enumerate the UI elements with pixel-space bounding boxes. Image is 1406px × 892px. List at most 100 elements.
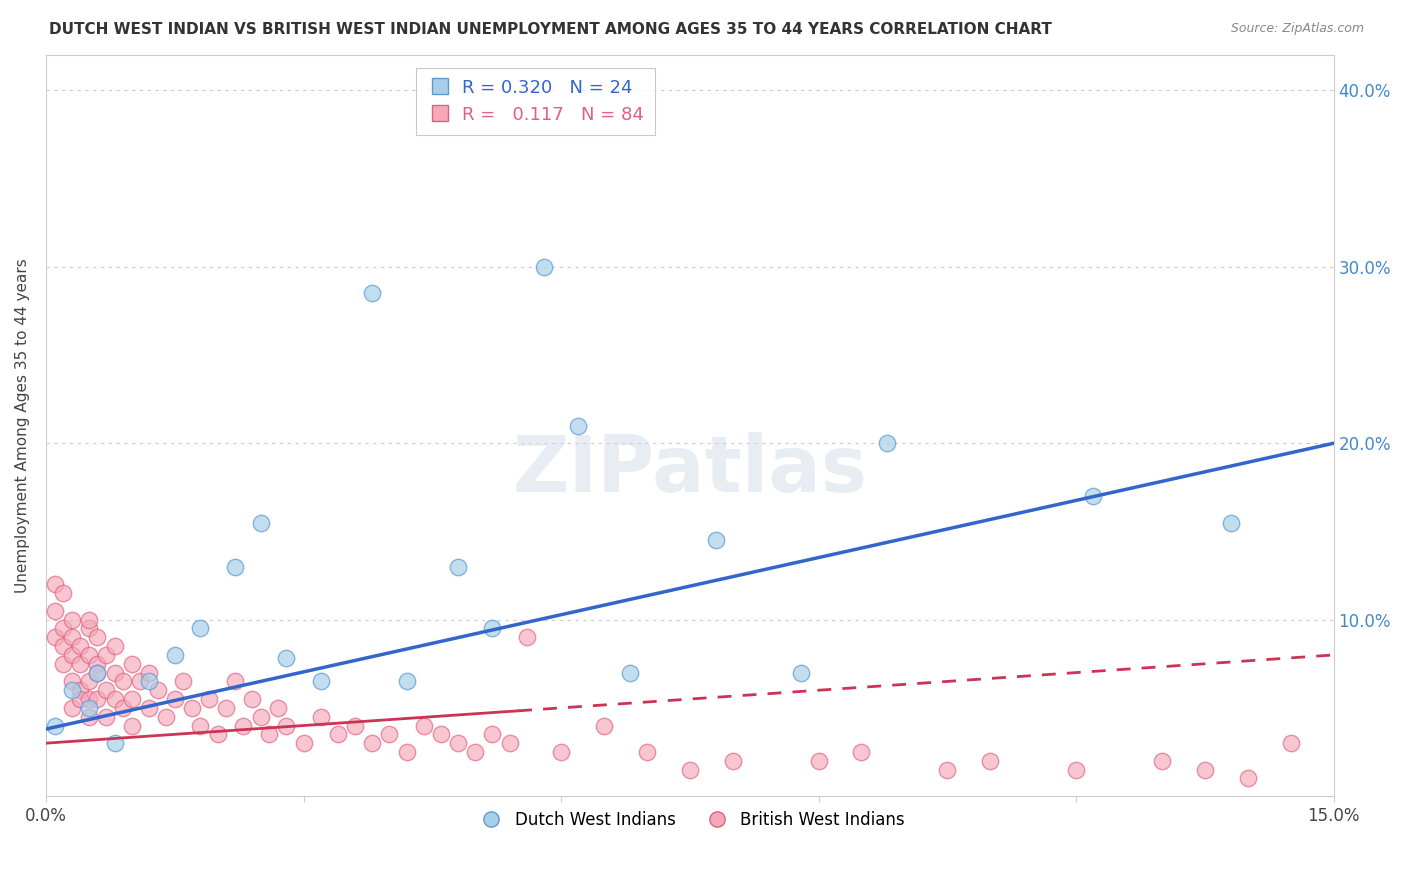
Point	[395, 745, 418, 759]
Point	[52, 586, 75, 600]
Point	[1236, 772, 1258, 786]
Point	[215, 701, 238, 715]
Point	[593, 718, 616, 732]
Point	[86, 692, 108, 706]
Text: DUTCH WEST INDIAN VS BRITISH WEST INDIAN UNEMPLOYMENT AMONG AGES 35 TO 44 YEARS : DUTCH WEST INDIAN VS BRITISH WEST INDIAN…	[49, 22, 1052, 37]
Point	[361, 736, 384, 750]
Point	[190, 622, 212, 636]
Point	[52, 639, 75, 653]
Point	[979, 754, 1001, 768]
Point	[876, 436, 898, 450]
Point	[292, 736, 315, 750]
Point	[94, 683, 117, 698]
Point	[807, 754, 830, 768]
Point	[190, 718, 212, 732]
Point	[52, 657, 75, 671]
Point	[309, 709, 332, 723]
Point	[533, 260, 555, 274]
Point	[60, 701, 83, 715]
Point	[44, 577, 66, 591]
Point	[224, 559, 246, 574]
Point	[138, 701, 160, 715]
Point	[138, 674, 160, 689]
Point	[851, 745, 873, 759]
Point	[163, 648, 186, 662]
Point	[567, 418, 589, 433]
Point	[77, 674, 100, 689]
Point	[121, 718, 143, 732]
Point	[790, 665, 813, 680]
Point	[104, 639, 127, 653]
Point	[44, 604, 66, 618]
Point	[430, 727, 453, 741]
Point	[447, 559, 470, 574]
Point	[44, 630, 66, 644]
Point	[249, 709, 271, 723]
Point	[481, 727, 503, 741]
Point	[112, 701, 135, 715]
Point	[464, 745, 486, 759]
Point	[44, 718, 66, 732]
Point	[361, 286, 384, 301]
Y-axis label: Unemployment Among Ages 35 to 44 years: Unemployment Among Ages 35 to 44 years	[15, 259, 30, 593]
Point	[326, 727, 349, 741]
Point	[112, 674, 135, 689]
Point	[163, 692, 186, 706]
Point	[232, 718, 254, 732]
Point	[224, 674, 246, 689]
Point	[60, 630, 83, 644]
Point	[240, 692, 263, 706]
Text: ZIPatlas: ZIPatlas	[512, 432, 868, 508]
Point	[52, 622, 75, 636]
Point	[721, 754, 744, 768]
Point	[249, 516, 271, 530]
Point	[94, 709, 117, 723]
Point	[412, 718, 434, 732]
Point	[498, 736, 520, 750]
Point	[69, 639, 91, 653]
Point	[172, 674, 194, 689]
Text: Source: ZipAtlas.com: Source: ZipAtlas.com	[1230, 22, 1364, 36]
Point	[60, 613, 83, 627]
Point	[207, 727, 229, 741]
Point	[636, 745, 658, 759]
Point	[138, 665, 160, 680]
Point	[1083, 489, 1105, 503]
Point	[679, 763, 702, 777]
Point	[121, 692, 143, 706]
Point	[69, 657, 91, 671]
Point	[276, 651, 298, 665]
Point	[1194, 763, 1216, 777]
Point	[447, 736, 470, 750]
Point	[86, 630, 108, 644]
Point	[1219, 516, 1241, 530]
Point	[309, 674, 332, 689]
Point	[146, 683, 169, 698]
Point	[378, 727, 401, 741]
Point	[704, 533, 727, 548]
Point	[86, 657, 108, 671]
Point	[121, 657, 143, 671]
Point	[395, 674, 418, 689]
Point	[104, 692, 127, 706]
Point	[77, 692, 100, 706]
Point	[481, 622, 503, 636]
Point	[619, 665, 641, 680]
Point	[77, 613, 100, 627]
Point	[155, 709, 177, 723]
Point	[86, 665, 108, 680]
Point	[276, 718, 298, 732]
Point	[550, 745, 572, 759]
Point	[343, 718, 366, 732]
Point	[1150, 754, 1173, 768]
Point	[198, 692, 221, 706]
Point	[257, 727, 280, 741]
Point	[267, 701, 290, 715]
Point	[77, 648, 100, 662]
Point	[180, 701, 202, 715]
Point	[69, 683, 91, 698]
Point	[94, 648, 117, 662]
Point	[104, 736, 127, 750]
Point	[104, 665, 127, 680]
Point	[60, 683, 83, 698]
